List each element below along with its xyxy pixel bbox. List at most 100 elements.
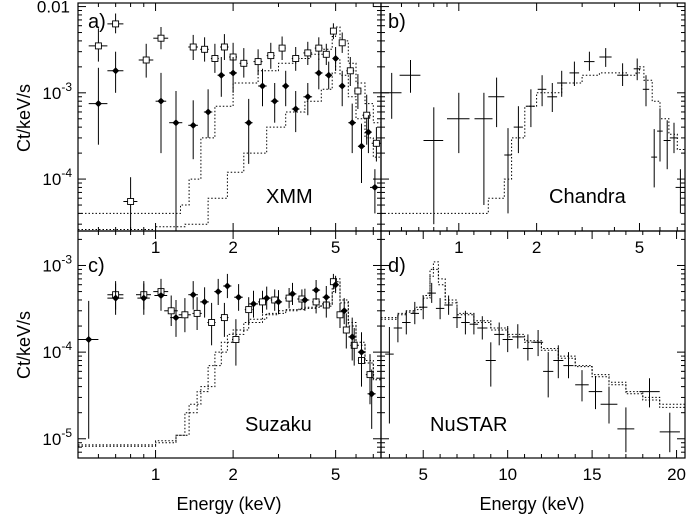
panel-c-ytick-label: 10-3 xyxy=(42,252,72,275)
panel-d-series-0-point-17 xyxy=(533,330,544,357)
panel-a-series-1-point-14 xyxy=(314,58,323,90)
panel-a-series-1-point-5 xyxy=(203,89,213,138)
panel-a-series-1-point-3 xyxy=(169,91,183,231)
panel-d-series-0-point-14 xyxy=(502,326,513,353)
panel-d-series-0-point-12 xyxy=(485,342,496,387)
panel-b-model-0 xyxy=(381,66,685,214)
panel-c-series-1-point-21 xyxy=(367,369,376,429)
panel-a-series-1-point-10 xyxy=(270,83,279,123)
panel-a-series-0-point-14 xyxy=(291,47,300,71)
panel-c-series-1-point-17 xyxy=(332,275,340,294)
panel-a-series-1-point-15 xyxy=(325,61,333,90)
panel-c-series-1-point-6 xyxy=(200,287,209,318)
panel-c-series-1-point-2 xyxy=(137,283,150,315)
panel-c-ytick-label: 10-5 xyxy=(42,426,72,449)
panel-a-frame xyxy=(77,2,382,232)
panel-d-plot: 5 10 15 20 xyxy=(380,230,686,484)
panel-d: d) NuSTAR xyxy=(388,255,507,436)
panel-a-series-1-point-20 xyxy=(364,115,372,154)
panel-c-series-1-point-16 xyxy=(322,286,330,309)
panel-d-series-0-point-8 xyxy=(452,307,462,328)
y-axis-label-top: Ct/keV/s xyxy=(14,84,34,152)
panel-a-model-0 xyxy=(78,26,381,214)
panel-c-series-0-point-18 xyxy=(342,313,350,349)
panel-a-series-1-point-16 xyxy=(332,47,340,71)
panel-a-series-0-point-20 xyxy=(346,57,355,86)
panel-d-label: d) xyxy=(388,255,406,277)
panel-a-series-1-point-9 xyxy=(258,68,267,107)
panel-d-instrument: NuSTAR xyxy=(430,414,507,436)
panel-b-series-0-point-9 xyxy=(537,75,547,107)
panel-d-series-0-point-18 xyxy=(543,352,554,398)
panel-d-series-0-point-21 xyxy=(575,370,589,402)
panel-b-series-0-point-19 xyxy=(657,108,663,162)
panel-a-series-0-point-3 xyxy=(138,43,154,78)
panel-a-instrument: XMM xyxy=(266,186,313,208)
panel-a-model-1 xyxy=(78,59,381,230)
panel-d-series-0-point-13 xyxy=(494,322,505,346)
panel-a-plot: 1 2 5 10-4 10-3 0.01 xyxy=(37,0,382,257)
panel-d-model-1 xyxy=(381,268,685,417)
panel-a-series-0-point-5 xyxy=(188,34,198,60)
panel-c-series-0-point-9 xyxy=(244,297,253,325)
panel-a-series-0-point-12 xyxy=(266,42,275,69)
panel-a-series-0-point-19 xyxy=(338,32,346,53)
panel-c-plot: 1 2 5 10-5 10-4 10-3 xyxy=(42,230,382,484)
panel-d-series-0-point-25 xyxy=(639,378,660,408)
panel-b-series-0-point-20 xyxy=(663,120,671,170)
panel-c-series-0-point-19 xyxy=(350,328,358,366)
panel-d-xtick-label: 5 xyxy=(418,465,427,484)
panel-a-series-1-point-13 xyxy=(303,83,313,116)
panel-c-series-1-point-15 xyxy=(312,280,321,300)
panel-a-series-1-point-4 xyxy=(188,100,198,160)
panel-b-plot: 1 2 5 xyxy=(380,2,686,257)
panel-a: a) XMM xyxy=(88,11,313,208)
panel-b-series-0-point-1 xyxy=(399,60,421,93)
panel-c-series-0-point-5 xyxy=(192,297,202,330)
panel-d-model-0 xyxy=(381,261,685,413)
panel-c-label: c) xyxy=(88,255,105,277)
panel-c-series-1-point-13 xyxy=(288,282,297,305)
panel-c-model-0 xyxy=(78,278,381,446)
panel-b-series-0-point-5 xyxy=(488,77,505,128)
panel-d-series-0-point-4 xyxy=(419,295,428,320)
panel-b-series-0-point-13 xyxy=(584,51,595,71)
panel-a-ytick-label: 0.01 xyxy=(37,0,70,17)
panel-a-ytick-label: 10-3 xyxy=(42,80,72,103)
panel-c-series-0-point-7 xyxy=(220,302,229,337)
panel-b-xtick-label: 1 xyxy=(454,238,463,257)
panel-d-series-0-point-2 xyxy=(402,310,411,335)
panel-a-series-1-point-2 xyxy=(155,72,167,154)
panel-b-frame xyxy=(380,2,686,232)
panel-c-series-1-point-18 xyxy=(340,298,348,325)
panel-c-frame xyxy=(77,230,382,459)
panel-d-xtick-label: 20 xyxy=(667,465,686,484)
panel-a-series-0-point-6 xyxy=(200,37,209,62)
panel-b-instrument: Chandra xyxy=(549,186,627,208)
panel-c-xtick-label: 2 xyxy=(228,465,237,484)
panel-a-series-0-point-13 xyxy=(278,36,286,60)
panel-a-series-0-point-21 xyxy=(354,74,362,109)
panel-a-xtick-label: 1 xyxy=(151,238,160,257)
panel-d-series-0-point-1 xyxy=(393,314,403,343)
panel-d-series-0-point-5 xyxy=(427,282,436,303)
panel-d-series-0-point-3 xyxy=(410,301,419,325)
panel-d-series-0-point-0 xyxy=(385,327,394,424)
panel-a-series-1-point-8 xyxy=(244,98,253,164)
panel-c-series-1-point-10 xyxy=(248,290,259,318)
panel-c-series-0-point-10 xyxy=(258,290,267,314)
panel-c-xtick-label: 5 xyxy=(331,465,340,484)
panel-a-series-0-point-16 xyxy=(314,37,323,60)
panel-d-series-0-point-15 xyxy=(512,324,523,349)
panel-b-series-0-point-22 xyxy=(675,169,685,214)
panel-c-series-1-point-11 xyxy=(262,286,271,310)
panel-a-series-0-point-18 xyxy=(329,23,337,40)
panel-c-series-1-point-4 xyxy=(170,300,182,337)
panel-b-series-0-point-15 xyxy=(617,63,628,86)
panel-a-series-1-point-12 xyxy=(291,91,300,133)
panel-b-series-0-point-8 xyxy=(526,89,535,128)
panel-c-xtick-label: 1 xyxy=(151,465,160,484)
panel-a-series-0-point-23 xyxy=(371,127,381,162)
panel-b-series-0-point-17 xyxy=(642,75,650,107)
panel-a-series-0-point-22 xyxy=(362,94,371,145)
